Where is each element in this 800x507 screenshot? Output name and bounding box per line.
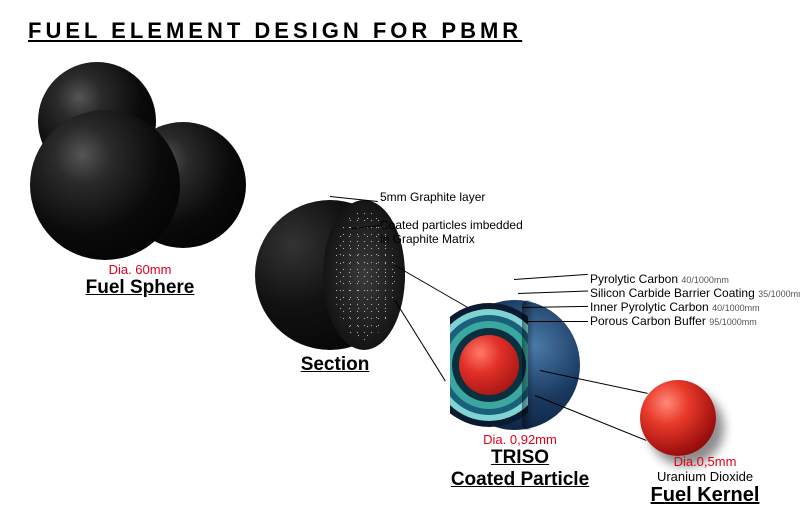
callout-line xyxy=(524,321,588,322)
triso-caption: Dia. 0,92mm TRISO Coated Particle xyxy=(440,432,600,491)
kernel-label: Fuel Kernel xyxy=(620,484,790,507)
diagram-title: FUEL ELEMENT DESIGN FOR PBMR xyxy=(28,18,522,44)
kernel-material: Uranium Dioxide xyxy=(620,469,790,484)
fuel-sphere xyxy=(30,110,180,260)
triso-kernel xyxy=(459,335,519,395)
silicon-carbide-label: Silicon Carbide Barrier Coating 35/1000m… xyxy=(590,286,800,300)
fuel-sphere-label: Fuel Sphere xyxy=(50,277,230,299)
inner-pyrolytic-label: Inner Pyrolytic Carbon 40/1000mm xyxy=(590,300,800,314)
porous-buffer-label: Porous Carbon Buffer 95/1000mm xyxy=(590,314,800,328)
kernel-caption: Dia.0,5mm Uranium Dioxide Fuel Kernel xyxy=(620,454,790,507)
fuel-sphere-group xyxy=(30,62,260,262)
pyrolytic-carbon-label: Pyrolytic Carbon 40/1000mm xyxy=(590,272,800,286)
callout-line xyxy=(514,274,588,280)
cut-shadow xyxy=(522,300,534,430)
graphite-layer-label: 5mm Graphite layer xyxy=(380,190,485,204)
fuel-kernel xyxy=(640,380,716,456)
triso-label-2: Coated Particle xyxy=(440,469,600,491)
kernel-sphere xyxy=(640,380,716,456)
fuel-sphere-dimension: Dia. 60mm xyxy=(50,262,230,277)
kernel-dimension: Dia.0,5mm xyxy=(620,454,790,469)
callout-line xyxy=(518,291,588,294)
triso-cutaway xyxy=(450,300,528,430)
fuel-sphere-caption: Dia. 60mm Fuel Sphere xyxy=(50,262,230,299)
section-caption: Section xyxy=(275,354,395,376)
triso-dimension: Dia. 0,92mm xyxy=(440,432,600,447)
triso-label-1: TRISO xyxy=(440,447,600,469)
triso-layer-labels: Pyrolytic Carbon 40/1000mm Silicon Carbi… xyxy=(590,272,800,328)
section-label: Section xyxy=(275,354,395,376)
triso-particle xyxy=(450,300,580,430)
coated-particles-label: Coated particles imbedded in Graphite Ma… xyxy=(380,218,523,246)
